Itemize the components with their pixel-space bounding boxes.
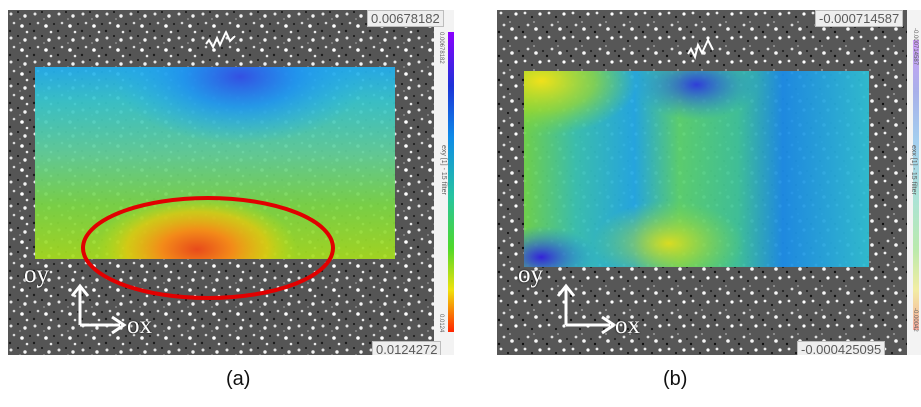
max-value-readout-b: -0.000714587	[815, 10, 904, 27]
y-axis-label-b: oy	[518, 261, 543, 288]
caption-b: (b)	[663, 368, 688, 390]
highlight-ellipse	[81, 196, 335, 300]
legend-top-tick-a: 0.00678182	[438, 32, 444, 64]
axes-arrows-b	[556, 283, 617, 335]
legend-top-tick-b: -0.000714587	[912, 28, 918, 66]
max-value-readout-a: 0.00678182	[367, 10, 444, 27]
color-scale-a	[448, 32, 454, 332]
strain-low-region-b2	[524, 71, 869, 267]
color-scale-b	[913, 40, 919, 330]
panel-b-strain-map: -0.000714587 -0.000425095 -0.000714587 e…	[497, 10, 921, 355]
y-axis-label-a: oy	[24, 261, 49, 288]
min-value-readout-a: 0.0124272	[372, 341, 442, 355]
specimen-crack-mark-a	[205, 29, 236, 50]
panel-b-image	[497, 10, 921, 355]
caption-a: (a)	[226, 368, 251, 390]
legend-name-b: exx [1] - 15 filter	[910, 145, 917, 195]
legend-bottom-tick-b: -0.00042	[912, 308, 918, 332]
legend-bottom-tick-a: 0.0124	[438, 314, 444, 333]
axes-arrows-a	[70, 283, 127, 335]
specimen-crack-mark-b	[687, 37, 714, 60]
panel-a-strain-map: 0.00678182 0.0124272 0.00678182 exy [1] …	[8, 10, 454, 355]
panel-a-image	[8, 10, 454, 355]
x-axis-label-b: ox	[615, 312, 640, 339]
legend-name-a: exy [1] - 15 filter	[440, 145, 447, 195]
min-value-readout-b: -0.000425095	[797, 341, 886, 355]
x-axis-label-a: ox	[127, 312, 152, 339]
